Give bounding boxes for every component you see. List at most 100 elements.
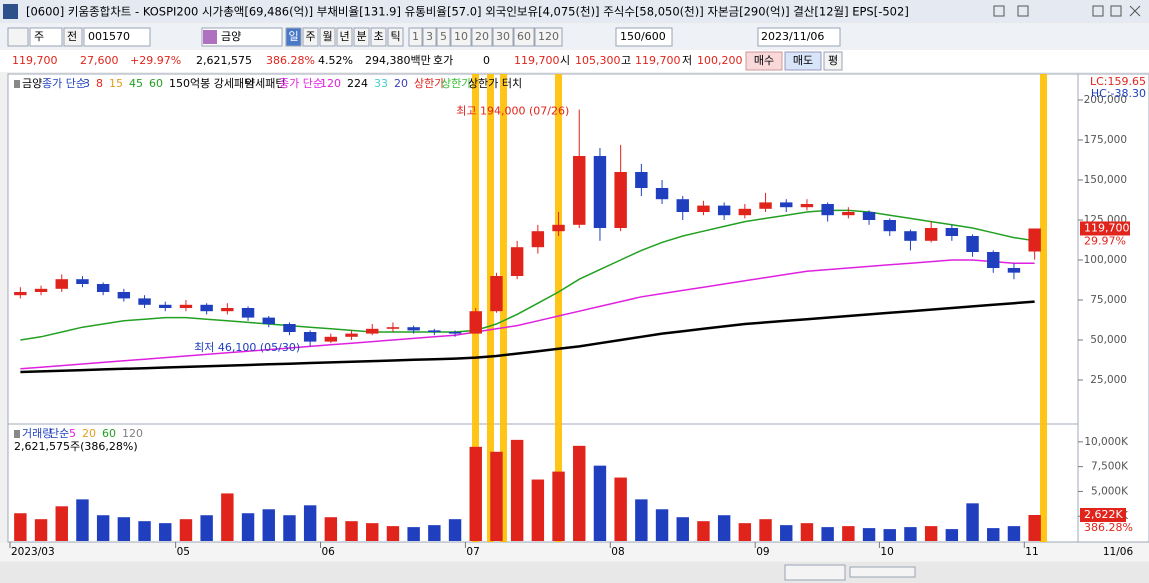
legend-item: 3 — [83, 77, 90, 90]
period-button[interactable] — [302, 27, 319, 47]
period-button[interactable] — [319, 27, 336, 47]
volume-bar — [303, 505, 317, 541]
volume-bar — [179, 519, 193, 541]
code-input[interactable] — [83, 27, 151, 47]
button[interactable] — [63, 27, 83, 47]
minimize[interactable] — [1092, 5, 1104, 17]
current-price: 119,700 — [1084, 221, 1130, 234]
x-tick-label: 08 — [611, 546, 624, 558]
date-field[interactable] — [757, 27, 841, 47]
legend-item: 상한가 터치 — [468, 77, 522, 90]
code: 001570 — [88, 30, 130, 43]
scrollbar[interactable] — [0, 562, 1149, 583]
volume-bar — [904, 527, 917, 541]
candle-body — [283, 324, 296, 332]
candle-body — [966, 236, 979, 252]
candle-body — [924, 228, 938, 241]
y-tick-label: 200,000 — [1084, 94, 1127, 106]
icon[interactable] — [993, 5, 1005, 17]
eval-button[interactable] — [823, 51, 843, 71]
volume-bar — [490, 451, 503, 541]
candle-body — [862, 212, 876, 220]
period-button[interactable] — [336, 27, 353, 47]
x-tick-label: 07 — [466, 546, 479, 558]
window-buttons[interactable] — [993, 5, 1141, 17]
volume-legend: 20 — [82, 427, 96, 440]
info-item: 119,700 — [514, 54, 560, 67]
name-field[interactable] — [201, 27, 283, 47]
volume-bar — [945, 529, 959, 541]
volume-bar — [96, 515, 110, 541]
current-box — [1080, 221, 1130, 236]
volume-bar — [862, 528, 876, 541]
candle-body — [552, 224, 565, 232]
info-item: 2,621,575 — [196, 54, 252, 67]
volume-box — [1080, 508, 1126, 523]
scope: 전 — [67, 30, 77, 43]
nav-buttons[interactable] — [784, 564, 846, 581]
candle-body — [324, 336, 338, 342]
end-date: 11/06 — [1103, 546, 1134, 558]
interval-button[interactable] — [513, 27, 535, 47]
title-bar — [0, 0, 1149, 23]
period-button[interactable] — [285, 27, 302, 47]
x-tick-label: 10 — [880, 546, 893, 558]
change-rate: 29.97% — [1084, 234, 1126, 247]
maximize[interactable] — [1110, 5, 1122, 17]
close[interactable] — [1129, 5, 1141, 17]
candle-body — [614, 172, 627, 228]
interval-button[interactable] — [534, 27, 563, 47]
volume-bar — [159, 523, 172, 541]
candle-body — [428, 330, 441, 332]
candle-body — [800, 204, 814, 208]
period: 월 — [322, 30, 332, 43]
volume-bar — [221, 493, 234, 541]
buy-button[interactable] — [745, 51, 783, 71]
volume-bar — [510, 439, 524, 541]
volume-legend: 60 — [102, 427, 116, 440]
y-tick-label: 150,000 — [1084, 174, 1127, 186]
sell-button[interactable] — [784, 51, 822, 71]
candle-body — [883, 220, 896, 232]
volume-bar — [366, 523, 379, 541]
interval-button[interactable] — [492, 27, 514, 47]
interval-button[interactable] — [408, 27, 423, 47]
button[interactable] — [7, 27, 29, 47]
volume-bar — [117, 517, 131, 541]
volume-bar — [34, 519, 48, 541]
legend-item: 150억봉 강세패턴 — [169, 77, 254, 90]
volume-legend: 거래량 — [22, 427, 52, 440]
unit-select[interactable] — [29, 27, 63, 47]
period-button[interactable] — [353, 27, 370, 47]
volume-bar — [738, 523, 752, 541]
candle-body — [780, 202, 793, 208]
zoom-slider[interactable] — [849, 566, 916, 578]
candle-body — [14, 292, 27, 296]
interval-button[interactable] — [422, 27, 437, 47]
interval-button[interactable] — [436, 27, 451, 47]
candle-body — [635, 172, 648, 188]
volume-bar — [138, 521, 151, 541]
candle-body — [821, 204, 834, 216]
period-button[interactable] — [387, 27, 404, 47]
info-item: 0 — [483, 54, 490, 67]
volume-bar — [924, 526, 938, 541]
candle-body — [262, 317, 275, 324]
x-tick-label: 11 — [1025, 546, 1038, 558]
interval-button[interactable] — [450, 27, 472, 47]
volume-bar — [800, 523, 814, 541]
legend-swatch — [14, 430, 20, 438]
volume-bar — [717, 515, 731, 541]
legend-item: 금양 — [22, 77, 42, 90]
x-tick-label: 09 — [756, 546, 769, 558]
period-button[interactable] — [370, 27, 387, 47]
candle-body — [96, 284, 110, 292]
candle-body — [200, 304, 213, 312]
interval: 1 — [412, 30, 419, 43]
icon[interactable] — [1017, 5, 1029, 17]
toolbar — [0, 24, 1149, 49]
date-axis — [0, 543, 1149, 561]
interval-button[interactable] — [471, 27, 493, 47]
count-field[interactable] — [615, 27, 673, 47]
